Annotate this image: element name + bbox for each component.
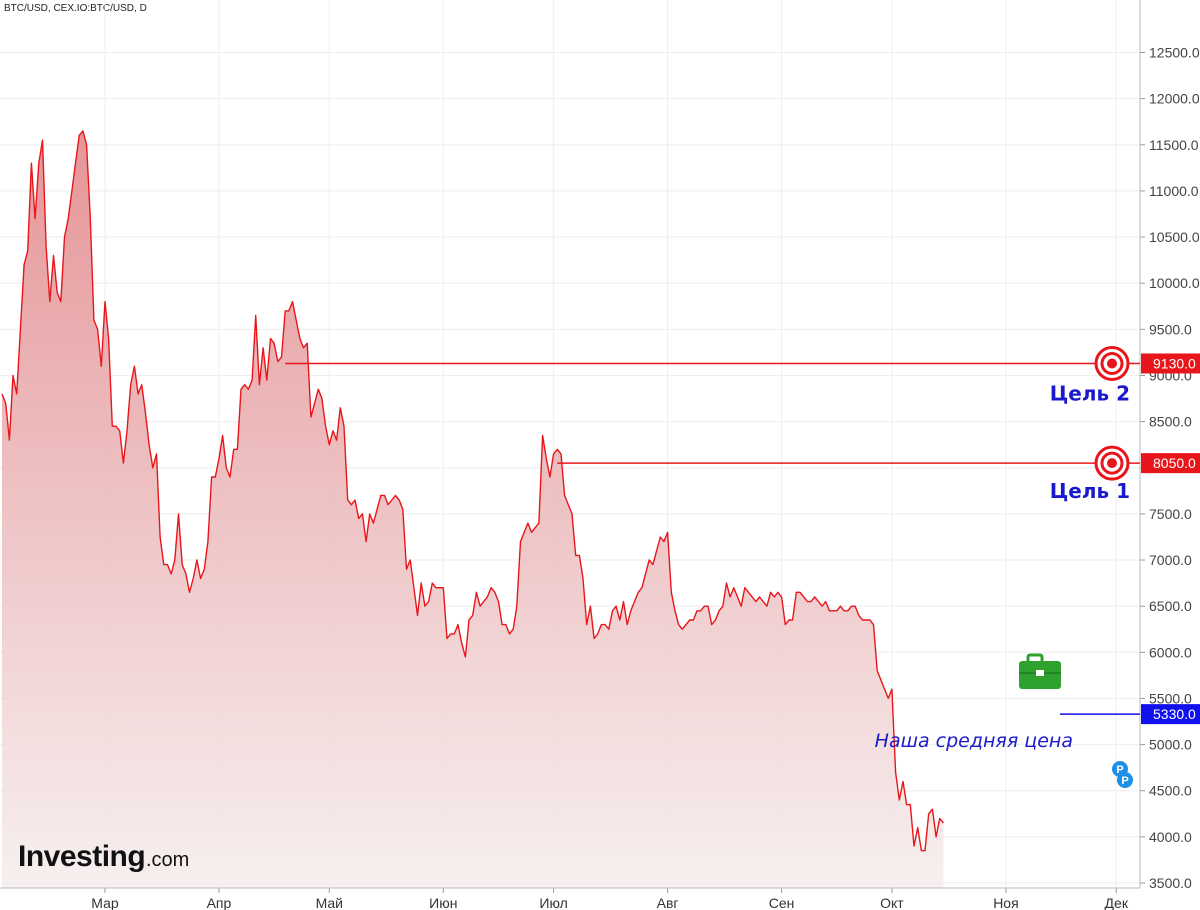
y-tick-label: 4500.0 — [1149, 783, 1192, 799]
target-center — [1107, 358, 1117, 369]
y-tick-label: 12000.0 — [1149, 91, 1200, 107]
target-icon — [1094, 445, 1130, 481]
x-tick-label: Сен — [769, 895, 795, 910]
price-area-fill — [2, 130, 944, 888]
target2-price-badge-text: 9130.0 — [1153, 355, 1196, 371]
y-tick-label: 5000.0 — [1149, 737, 1192, 753]
x-tick-label: Мар — [91, 895, 119, 910]
logo-domain-text: .com — [146, 849, 189, 871]
target1-price-badge — [1141, 453, 1200, 474]
average-price-label: Наша средняя цена — [875, 730, 1073, 752]
x-tick-label: Ноя — [993, 895, 1018, 910]
y-tick-label: 6500.0 — [1149, 598, 1192, 614]
target1-label: Цель 1 — [1050, 479, 1130, 503]
y-tick-label: 10500.0 — [1149, 229, 1200, 245]
pivot-label-2: P — [1121, 775, 1128, 787]
target2-label: Цель 2 — [1050, 381, 1130, 405]
x-tick-label: Окт — [880, 895, 904, 910]
pivot-circle-2 — [1117, 772, 1133, 788]
logo-main-text: Investing — [18, 840, 145, 873]
chart-header-title: BTC/USD, CEX.IO:BTC/USD, D — [4, 3, 147, 14]
target1-price-badge-text: 8050.0 — [1153, 455, 1196, 471]
price-series-line — [1, 130, 944, 852]
price-area — [2, 130, 944, 888]
y-tick-label: 8500.0 — [1149, 414, 1192, 430]
annotations: 9130.0 Цель 2 8050.0 Цель 1 5330.0 Наша средн… — [285, 345, 1200, 788]
pivot-marker-icon: PP — [1112, 761, 1133, 788]
y-tick-label: 3500.0 — [1149, 875, 1192, 891]
y-tick-label: 5500.0 — [1149, 690, 1192, 706]
briefcase-icon — [1019, 653, 1061, 689]
target-center — [1107, 458, 1117, 469]
y-tick-label: 11000.0 — [1149, 183, 1199, 199]
target-icon — [1094, 345, 1130, 381]
briefcase-clasp — [1036, 670, 1044, 676]
x-tick-label: Дек — [1105, 895, 1129, 910]
y-tick-label: 12500.0 — [1149, 45, 1200, 61]
y-tick-label: 9500.0 — [1149, 321, 1192, 337]
x-tick-label: Май — [316, 895, 343, 910]
average-price-badge-text: 5330.0 — [1153, 706, 1196, 722]
y-tick-label: 6000.0 — [1149, 644, 1192, 660]
x-tick-label: Июн — [429, 895, 457, 910]
y-tick-label: 10000.0 — [1149, 275, 1200, 291]
target2-price-badge — [1141, 353, 1200, 374]
pivot-label-1: P — [1116, 764, 1123, 776]
y-tick-label: 7000.0 — [1149, 552, 1192, 568]
x-tick-label: Июл — [539, 895, 567, 910]
investing-logo: Investing .com — [18, 840, 189, 873]
x-tick-label: Авг — [657, 895, 679, 910]
average-price-badge — [1141, 704, 1200, 725]
x-tick-label: Апр — [207, 895, 232, 910]
y-tick-label: 7500.0 — [1149, 506, 1192, 522]
y-tick-label: 4000.0 — [1149, 829, 1192, 845]
price-line — [1, 130, 944, 852]
y-tick-label: 11500.0 — [1149, 137, 1199, 153]
